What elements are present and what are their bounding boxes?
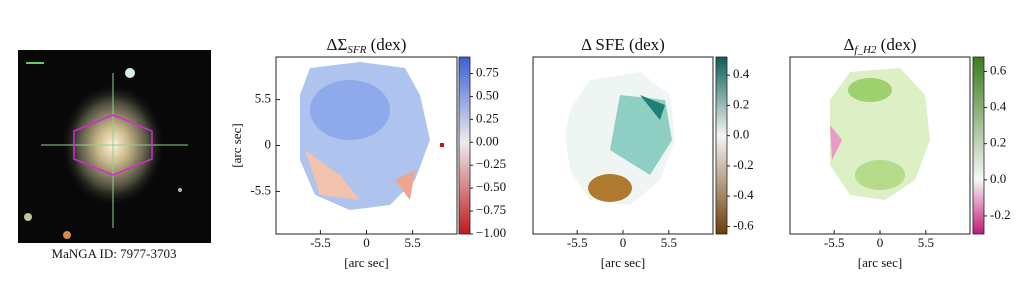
colorbar-tick-label: -0.6 [733,217,754,232]
y-tick-label: 5.5 [255,91,271,106]
colorbar [458,56,471,235]
x-tick-label: 0 [877,235,884,250]
colorbar-tick-label: −0.25 [476,156,506,171]
colorbar [715,56,728,235]
image-caption: MaNGA ID: 7977-3703 [52,246,177,261]
colorbar-tick-label: −0.75 [476,202,506,217]
title-part: Δ [843,35,854,54]
colorbar-tick-label: 0.2 [990,135,1006,150]
title-part: Δ SFE [581,35,625,54]
title-part: (dex) [366,35,406,54]
x-tick-label: -5.5 [824,235,845,250]
x-tick-label: -5.5 [310,235,331,250]
colorbar-tick-label: 0.0 [990,171,1006,186]
title-part: ΔΣ [327,35,348,54]
colorbar-tick-label: -0.2 [733,157,754,172]
y-tick-label: -5.5 [250,182,271,197]
colorbar-tick-label: 0.6 [990,62,1007,77]
x-axis-label: [arc sec] [344,255,388,270]
colorbar-tick-label: 0.75 [476,64,499,79]
y-axis-label: [arc sec] [229,123,244,167]
panel-title: Δf_H2 (dex) [843,35,916,56]
title-part: f_H2 [854,44,877,56]
panel-title: ΔΣSFR (dex) [327,35,407,56]
colorbar-tick-label: 0.25 [476,110,499,125]
title-part: (dex) [625,35,665,54]
x-axis-label: [arc sec] [601,255,645,270]
colorbar-tick-label: -0.2 [990,207,1011,222]
galaxy-image [18,50,211,243]
title-part: SFR [347,44,366,56]
colorbar-tick-label: 0.2 [733,96,749,111]
x-tick-label: 0 [363,235,370,250]
colorbar-tick-label: 0.00 [476,133,499,148]
x-tick-label: 5.5 [404,235,420,250]
x-axis-label: [arc sec] [858,255,902,270]
colorbar-tick-label: -0.4 [733,187,754,202]
x-tick-label: -5.5 [567,235,588,250]
x-tick-label: 5.5 [661,235,677,250]
colorbar-tick-label: −1.00 [476,225,506,240]
title-part: (dex) [876,35,916,54]
colorbar [972,56,985,235]
map-pattern [300,62,930,210]
colorbar-tick-label: 0.4 [733,66,750,81]
colorbar-tick-label: 0.0 [733,127,749,142]
colorbar-tick-label: 0.50 [476,87,499,102]
colorbar-tick-label: −0.50 [476,179,506,194]
x-tick-label: 0 [620,235,627,250]
y-tick-label: 0 [265,136,272,151]
x-tick-label: 5.5 [918,235,934,250]
colorbar-tick-label: 0.4 [990,99,1007,114]
panel-title: Δ SFE (dex) [581,35,665,54]
